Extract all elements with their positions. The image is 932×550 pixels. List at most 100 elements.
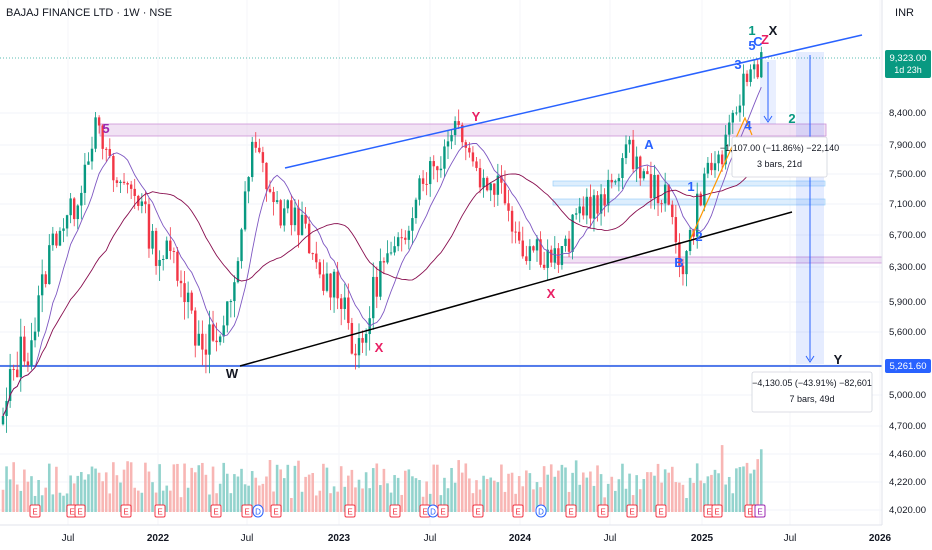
event-marker-label: E [757,508,762,517]
candle-body [557,248,560,265]
volume-bar [1,489,5,512]
candle-body [126,183,129,185]
volume-bar [332,486,336,512]
price-tick: 6,700.00 [889,230,926,241]
event-marker-label: E [77,508,82,517]
event-marker [512,504,524,518]
event-marker-label: D [430,508,436,517]
volume-bar [129,462,133,512]
candle-body [51,233,55,246]
volume-bar [218,483,222,512]
volume-bar [699,480,703,512]
volume-bar [389,492,393,512]
candle-body [450,135,453,142]
volume-bar [55,466,58,512]
volume-bar [738,467,742,512]
candle-body [354,353,357,356]
volume-bar [126,461,129,512]
volume-bar [275,464,279,512]
volume-bar [69,475,72,512]
candle-body [73,198,76,220]
candle-body [48,245,51,285]
candle-body [432,161,435,167]
currency-label: INR [895,7,914,19]
volume-bar [108,493,112,512]
lower-trendline [239,211,793,367]
volume-bar [621,463,624,512]
candle-body [514,231,517,233]
volume-bar [393,475,396,512]
volume-bar [15,484,19,512]
volume-bar [446,488,450,512]
candle-body [567,238,571,252]
candle-body [183,283,186,303]
candle-body [429,161,432,185]
event-marker-label: E [347,508,352,517]
event-marker-label: E [32,508,37,517]
volume-bar [656,463,660,512]
volume-bar [503,491,507,512]
candle-body [685,251,688,275]
candle-body [468,147,471,153]
volume-bar [101,481,104,512]
candle-body [607,179,610,206]
event-marker [74,504,86,518]
candle-body [382,261,386,263]
price-tick: 5,600.00 [889,327,926,338]
candle-body [461,124,464,143]
volume-bar [450,467,453,512]
volume-bar [642,479,646,512]
volume-bar [336,491,339,512]
measure-box [731,136,828,178]
wave-label: Y [472,109,481,124]
wave-label: X [375,340,384,355]
event-marker-label: E [123,508,128,517]
volume-bar [19,490,23,512]
volume-bar [33,495,37,512]
volume-bar [628,473,631,512]
candle-body [226,301,229,326]
volume-bar [122,469,126,512]
event-marker [210,504,222,518]
volume-bar [756,459,760,512]
volume-bar [90,466,94,512]
candle-body [603,194,606,206]
candle-body [521,240,524,257]
wave-label: Z [761,32,769,47]
volume-bar [528,473,532,512]
volume-bar [464,463,468,512]
volume-bar [272,491,275,512]
candle-body [614,181,617,183]
volume-bar [614,490,617,512]
candle-body [158,259,161,266]
candle-body [389,252,393,254]
volume-bar [144,462,147,512]
volume-bar [361,488,364,512]
event-marker [241,504,253,518]
volume-bar [379,485,382,512]
candle-body [585,196,589,216]
candle-body [329,273,332,298]
volume-bar [97,472,101,512]
candle-body [582,206,585,216]
candle-body [639,156,642,179]
candle-body [122,181,126,184]
volume-bar [546,474,549,512]
volume-bar [37,480,40,512]
volume-bar [517,476,521,512]
candle-body [485,177,489,191]
candle-body [347,297,350,324]
candle-body [44,274,47,285]
volume-bar [208,494,211,512]
volume-bar [12,462,15,512]
volume-bar [311,473,315,512]
candle-body [364,334,368,343]
volume-bar [695,463,699,512]
volume-bar [147,471,151,512]
candle-body [457,121,460,125]
wave-label: B [674,255,683,270]
target-price-value: 5,261.60 [890,361,927,372]
candle-body [518,231,521,241]
candle-body [37,295,40,332]
